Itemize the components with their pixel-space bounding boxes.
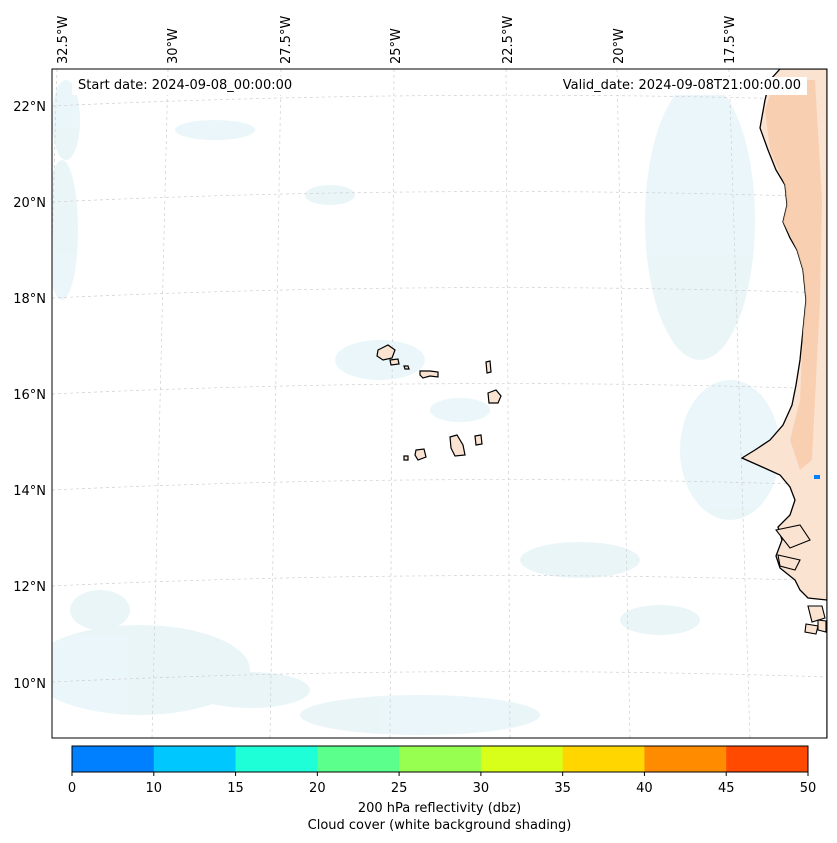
map-frame (51, 68, 828, 739)
africa-warm-shading (765, 80, 822, 470)
lon-label: 27.5°W (279, 16, 294, 64)
start-date-label: Start date: 2024-09-08_00:00:00 (72, 77, 299, 95)
colorbar-segment (562, 746, 645, 772)
colorbar-tick-label: 40 (636, 781, 653, 796)
island-sal (485, 360, 492, 374)
colorbar-tick-label: 35 (554, 781, 571, 796)
reflectivity-blip (814, 475, 820, 479)
colorbar-tick-label: 15 (227, 781, 244, 796)
lat-label: 18°N (13, 292, 46, 307)
island-fogo (414, 448, 427, 461)
colorbar-segment (726, 746, 809, 772)
colorbar-segment (235, 746, 318, 772)
colorbar: 0 10 15 20 25 30 35 40 45 50 (68, 745, 817, 796)
colorbar-tick-label: 25 (391, 781, 408, 796)
graticule (52, 69, 827, 738)
coastal-islands (775, 524, 827, 635)
lat-label: 12°N (13, 580, 46, 595)
colorbar-tick-label: 0 (68, 781, 76, 796)
island-santa-luzia (403, 365, 410, 370)
island-brava (403, 455, 409, 461)
map-area (52, 69, 827, 738)
valid-date-label: Valid_date: 2024-09-08T21:00:00.00 (556, 77, 807, 95)
colorbar-tick-label: 50 (800, 781, 817, 796)
lon-label: 32.5°W (56, 16, 71, 64)
island-maio (474, 434, 483, 446)
island-santiago (449, 434, 466, 457)
colorbar-tick-label: 20 (309, 781, 326, 796)
colorbar-tick-label: 10 (146, 781, 163, 796)
island-sao-vicente (389, 358, 400, 366)
lon-label: 30°W (166, 28, 181, 64)
lat-label: 20°N (13, 196, 46, 211)
lat-label: 10°N (13, 677, 46, 692)
cloud-cover-shading (52, 80, 780, 735)
colorbar-segment (480, 746, 564, 772)
lon-label: 17.5°W (723, 16, 738, 64)
island-boa-vista (487, 389, 502, 404)
colorbar-tick-label: 30 (473, 781, 490, 796)
lon-label: 22.5°W (501, 16, 516, 64)
longitude-labels: 32.5°W 30°W 27.5°W 25°W 22.5°W 20°W 17.5… (56, 16, 738, 64)
island-sao-nicolau (419, 370, 439, 379)
colorbar-segment (153, 746, 237, 772)
colorbar-title: 200 hPa reflectivity (dbz) (357, 801, 522, 816)
lon-label: 25°W (389, 28, 404, 64)
colorbar-segment (644, 746, 727, 772)
lat-label: 22°N (13, 100, 46, 115)
colorbar-tick-label: 45 (718, 781, 735, 796)
latitude-labels: 22°N 20°N 18°N 16°N 14°N 12°N 10°N (13, 100, 46, 692)
lat-label: 16°N (13, 388, 46, 403)
colorbar-segment (317, 746, 400, 772)
colorbar-subtitle: Cloud cover (white background shading) (307, 818, 572, 833)
colorbar-segment (399, 746, 482, 772)
lat-label: 14°N (13, 484, 46, 499)
colorbar-segment (72, 746, 155, 772)
island-santo-antao (376, 344, 396, 361)
cape-verde-islands (376, 344, 502, 461)
lon-label: 20°W (612, 28, 627, 64)
colorbar-frame (71, 745, 809, 773)
